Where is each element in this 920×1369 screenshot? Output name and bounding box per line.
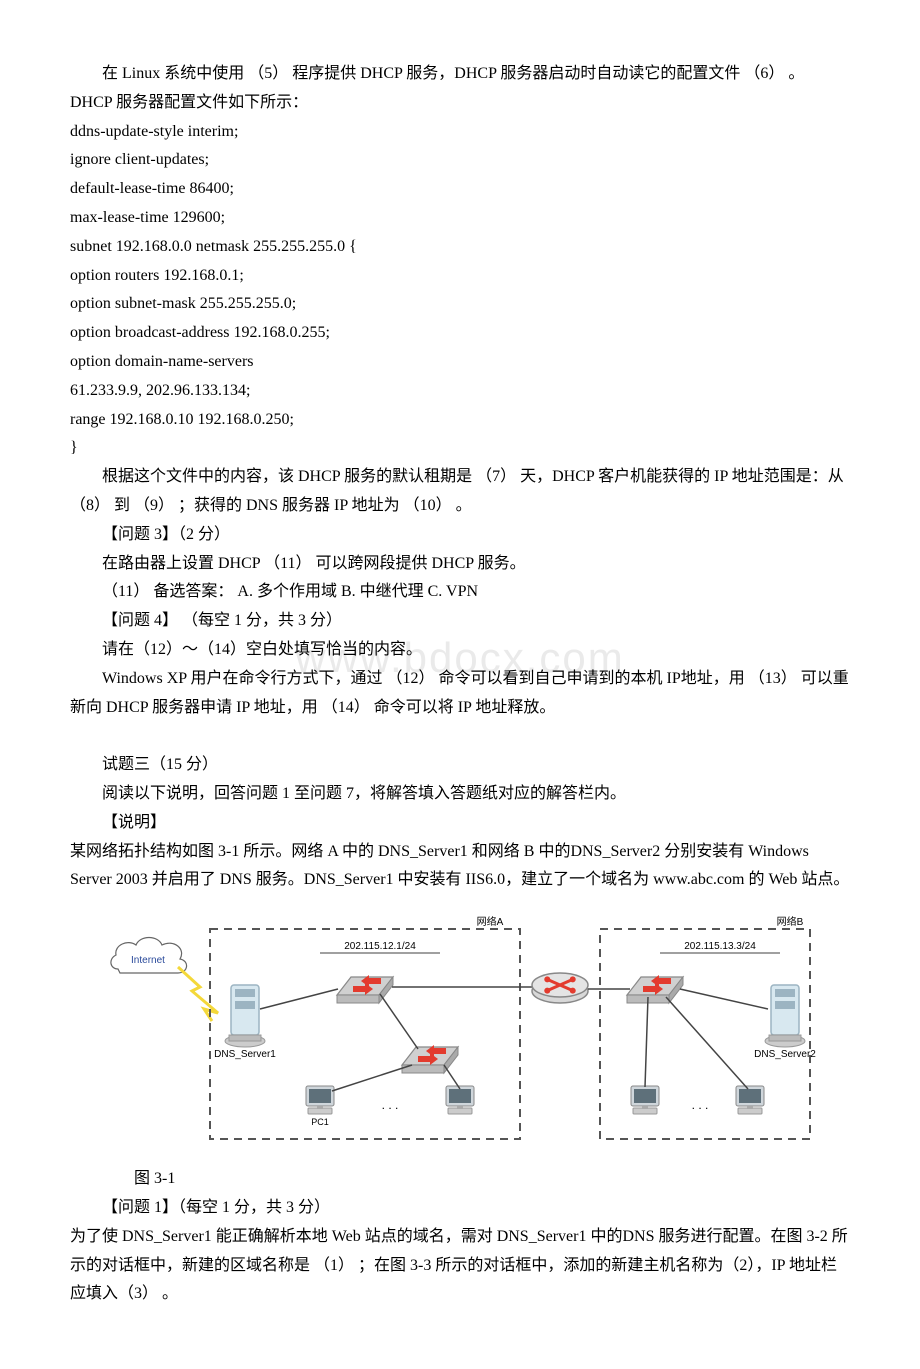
code-line: ddns-update-style interim; — [70, 118, 850, 147]
svg-text:. . .: . . . — [692, 1098, 709, 1112]
q1-line-a: 为了使 DNS_Server1 能正确解析本地 Web 站点的域名，需对 DNS… — [70, 1223, 850, 1309]
code-line: 61.233.9.9, 202.96.133.134; — [70, 377, 850, 406]
code-line: default-lease-time 86400; — [70, 175, 850, 204]
code-line: range 192.168.0.10 192.168.0.250; — [70, 406, 850, 435]
q4-heading: 【问题 4】 （每空 1 分，共 3 分） — [70, 607, 850, 636]
q3-line-a: 在路由器上设置 DHCP （11） 可以跨网段提供 DHCP 服务。 — [70, 550, 850, 579]
q3-line-b: （11） 备选答案： A. 多个作用域 B. 中继代理 C. VPN — [70, 578, 850, 607]
code-line: option broadcast-address 192.168.0.255; — [70, 319, 850, 348]
svg-text:. . .: . . . — [382, 1098, 399, 1112]
code-line: subnet 192.168.0.0 netmask 255.255.255.0… — [70, 233, 850, 262]
q1-heading: 【问题 1】（每空 1 分，共 3 分） — [70, 1194, 850, 1223]
code-line: max-lease-time 129600; — [70, 204, 850, 233]
svg-text:Internet: Internet — [131, 955, 165, 966]
t3-line-b: 【说明】 — [70, 809, 850, 838]
code-line: ignore client-updates; — [70, 146, 850, 175]
svg-text:网络B: 网络B — [777, 915, 804, 928]
t3-line-a: 阅读以下说明，回答问题 1 至问题 7，将解答填入答题纸对应的解答栏内。 — [70, 780, 850, 809]
para-dhcp-explain: 根据这个文件中的内容，该 DHCP 服务的默认租期是 （7） 天，DHCP 客户… — [70, 463, 850, 521]
t3-heading: 试题三（15 分） — [70, 751, 850, 780]
svg-text:DNS_Server1: DNS_Server1 — [214, 1049, 276, 1060]
svg-text:202.115.13.3/24: 202.115.13.3/24 — [684, 941, 756, 952]
svg-text:PC1: PC1 — [311, 1117, 329, 1127]
para-linux-dhcp: 在 Linux 系统中使用 （5） 程序提供 DHCP 服务，DHCP 服务器启… — [70, 60, 850, 118]
t3-line-c: 某网络拓扑结构如图 3-1 所示。网络 A 中的 DNS_Server1 和网络… — [70, 838, 850, 896]
page-content: 在 Linux 系统中使用 （5） 程序提供 DHCP 服务，DHCP 服务器启… — [70, 60, 850, 1309]
svg-text:DNS_Server2: DNS_Server2 — [754, 1049, 816, 1060]
q4-line-a: 请在（12）～（14）空白处填写恰当的内容。 — [70, 636, 850, 665]
code-line: option subnet-mask 255.255.255.0; — [70, 290, 850, 319]
figure-caption: 图 3-1 — [70, 1165, 850, 1194]
code-line: option routers 192.168.0.1; — [70, 262, 850, 291]
blank-line — [70, 722, 850, 751]
code-line: } — [70, 434, 850, 463]
svg-text:202.115.12.1/24: 202.115.12.1/24 — [344, 941, 416, 952]
svg-text:网络A: 网络A — [477, 915, 504, 928]
code-line: option domain-name-servers — [70, 348, 850, 377]
network-diagram: Internet 网络A 网络B 202.115.12.1/24 202.115.13.… — [100, 909, 820, 1159]
q3-heading: 【问题 3】（2 分） — [70, 521, 850, 550]
q4-line-b: Windows XP 用户在命令行方式下，通过 （12） 命令可以看到自己申请到… — [70, 665, 850, 723]
figure-3-1: Internet 网络A 网络B 202.115.12.1/24 202.115.13.… — [70, 909, 850, 1159]
